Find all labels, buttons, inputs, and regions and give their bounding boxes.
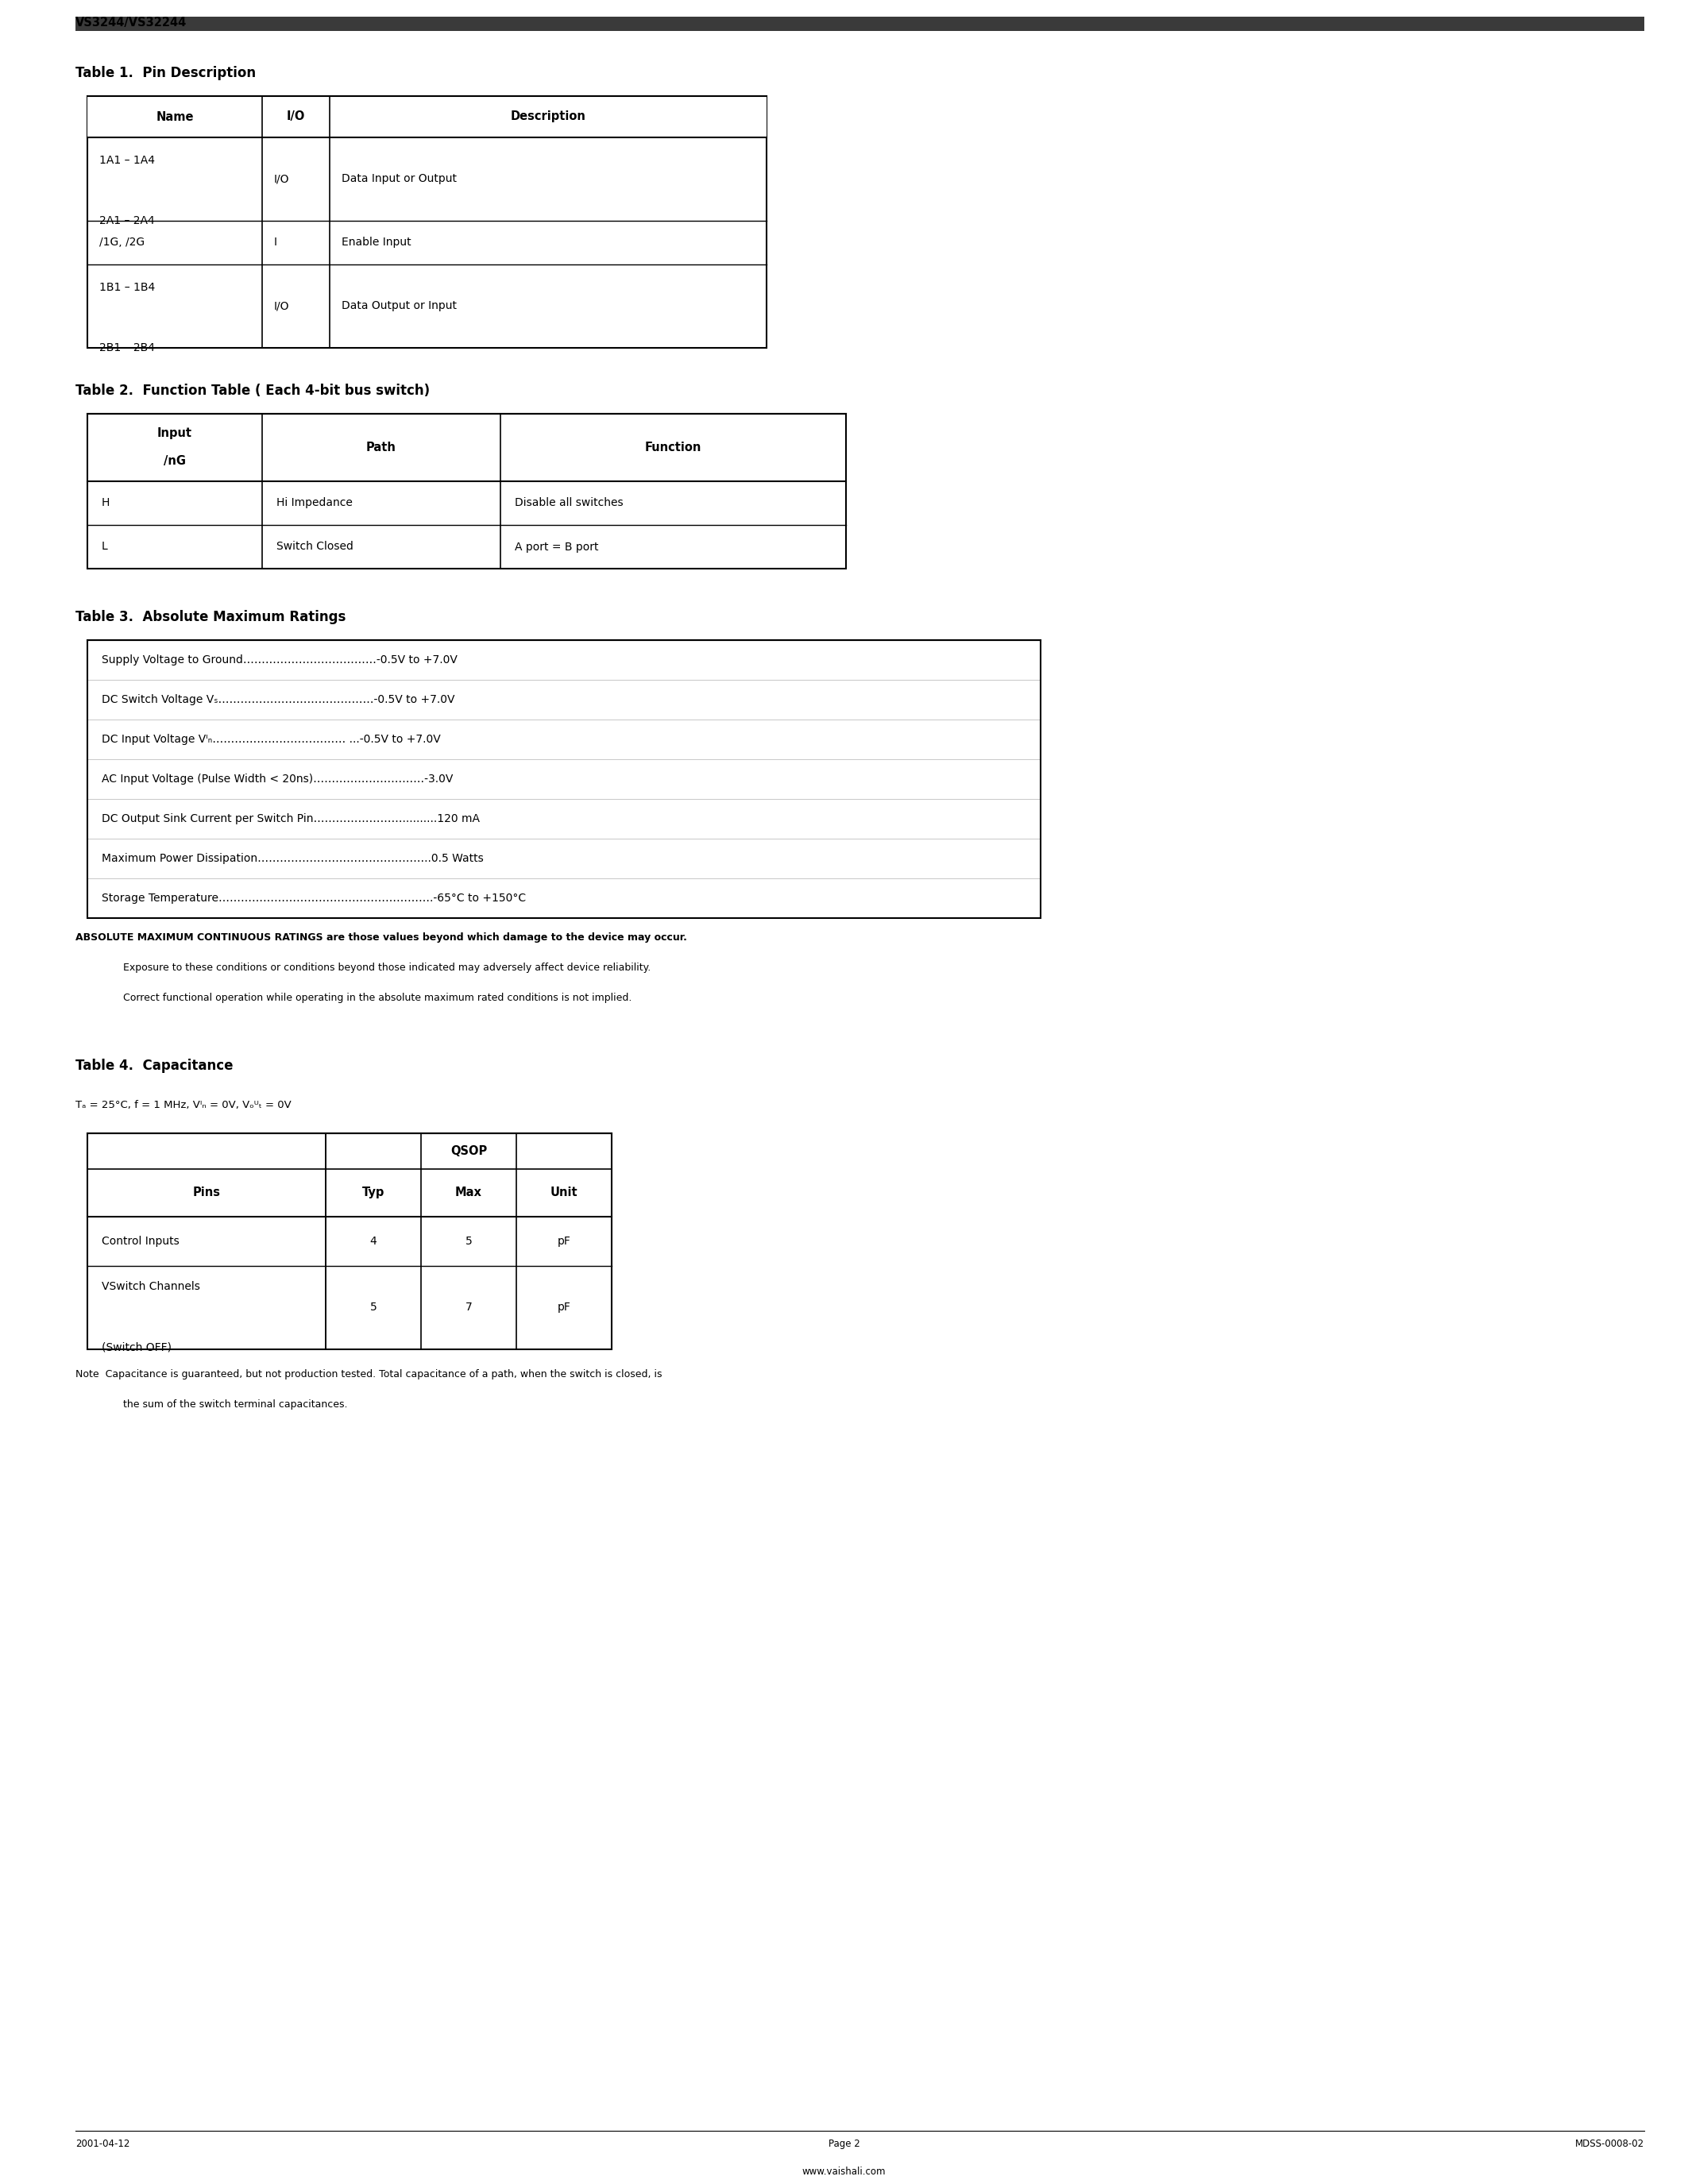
Text: Disable all switches: Disable all switches [515, 498, 623, 509]
Text: Supply Voltage to Ground………………………………-0.5V to +7.0V: Supply Voltage to Ground………………………………-0.5… [101, 655, 457, 666]
Text: 2001-04-12: 2001-04-12 [76, 2138, 130, 2149]
Text: Table 2.  Function Table ( Each 4-bit bus switch): Table 2. Function Table ( Each 4-bit bus… [76, 384, 430, 397]
Text: DC Switch Voltage Vₛ……………………………………-0.5V to +7.0V: DC Switch Voltage Vₛ……………………………………-0.5V … [101, 695, 454, 705]
Text: Note  Capacitance is guaranteed, but not production tested. Total capacitance of: Note Capacitance is guaranteed, but not … [76, 1369, 662, 1380]
Text: I/O: I/O [273, 173, 290, 186]
Text: 4: 4 [370, 1236, 376, 1247]
Text: Page 2: Page 2 [829, 2138, 859, 2149]
Text: Data Output or Input: Data Output or Input [341, 301, 457, 312]
Text: Function: Function [645, 441, 702, 454]
Text: Name: Name [155, 111, 194, 122]
Text: 7: 7 [466, 1302, 473, 1313]
Text: DC Output Sink Current per Switch Pin……………………..........120 mA: DC Output Sink Current per Switch Pin………… [101, 812, 479, 823]
Bar [76, 17, 1644, 31]
Text: I/O: I/O [287, 111, 306, 122]
Text: Table 3.  Absolute Maximum Ratings: Table 3. Absolute Maximum Ratings [76, 609, 346, 625]
Bar [88, 1133, 611, 1350]
Text: the sum of the switch terminal capacitances.: the sum of the switch terminal capacitan… [123, 1400, 348, 1409]
Text: Enable Input: Enable Input [341, 238, 412, 249]
Text: 2B1 – 2B4: 2B1 – 2B4 [100, 343, 155, 354]
Text: DC Input Voltage Vᴵₙ……………………………… ...-0.5V to +7.0V: DC Input Voltage Vᴵₙ……………………………… ...-0.5… [101, 734, 441, 745]
Text: Correct functional operation while operating in the absolute maximum rated condi: Correct functional operation while opera… [123, 994, 631, 1002]
Text: QSOP: QSOP [451, 1144, 488, 1158]
Text: (Switch OFF): (Switch OFF) [101, 1341, 172, 1352]
Text: Table 1.  Pin Description: Table 1. Pin Description [76, 66, 257, 81]
Text: 1B1 – 1B4: 1B1 – 1B4 [100, 282, 155, 293]
Text: 5: 5 [466, 1236, 473, 1247]
Text: MDSS-0008-02: MDSS-0008-02 [1575, 2138, 1644, 2149]
Text: A port = B port: A port = B port [515, 542, 599, 553]
Text: Path: Path [366, 441, 397, 454]
Text: Tₐ = 25°C, f = 1 MHz, Vᴵₙ = 0V, Vₒᵁₜ = 0V: Tₐ = 25°C, f = 1 MHz, Vᴵₙ = 0V, Vₒᵁₜ = 0… [76, 1101, 292, 1109]
Text: Table 4.  Capacitance: Table 4. Capacitance [76, 1059, 233, 1072]
Text: Storage Temperature………………………………………………….-65°C to +150°C: Storage Temperature………………………………………………….-… [101, 893, 527, 904]
Text: Data Input or Output: Data Input or Output [341, 173, 457, 186]
Text: 1A1 – 1A4: 1A1 – 1A4 [100, 155, 155, 166]
Text: 5: 5 [370, 1302, 376, 1313]
Text: 2A1 – 2A4: 2A1 – 2A4 [100, 216, 155, 227]
Text: H: H [101, 498, 110, 509]
Text: Input: Input [157, 428, 192, 439]
Text: Pins: Pins [192, 1186, 221, 1199]
Text: Description: Description [510, 111, 586, 122]
Text: Max: Max [456, 1186, 483, 1199]
Bar [88, 96, 766, 347]
Text: Exposure to these conditions or conditions beyond those indicated may adversely : Exposure to these conditions or conditio… [123, 963, 652, 972]
Text: Switch Closed: Switch Closed [277, 542, 353, 553]
Text: ABSOLUTE MAXIMUM CONTINUOUS RATINGS are those values beyond which damage to the : ABSOLUTE MAXIMUM CONTINUOUS RATINGS are … [76, 933, 687, 943]
Text: Hi Impedance: Hi Impedance [277, 498, 353, 509]
Text: /nG: /nG [164, 456, 186, 467]
Text: VSwitch Channels: VSwitch Channels [101, 1282, 201, 1293]
Bar [88, 413, 846, 568]
Text: I: I [273, 238, 277, 249]
Text: Typ: Typ [361, 1186, 385, 1199]
Text: AC Input Voltage (Pulse Width < 20ns)…………………………-3.0V: AC Input Voltage (Pulse Width < 20ns)………… [101, 773, 452, 784]
Text: pF: pF [557, 1236, 571, 1247]
Text: www.vaishali.com: www.vaishali.com [802, 2167, 886, 2177]
Text: VS3244/VS32244: VS3244/VS32244 [76, 17, 187, 28]
Bar [88, 96, 766, 138]
Text: I/O: I/O [273, 301, 290, 312]
Text: L: L [101, 542, 108, 553]
Bar [88, 640, 1040, 917]
Text: pF: pF [557, 1302, 571, 1313]
Text: Unit: Unit [550, 1186, 577, 1199]
Text: /1G, /2G: /1G, /2G [100, 238, 145, 249]
Text: Maximum Power Dissipation………………………………………..0.5 Watts: Maximum Power Dissipation………………………………………… [101, 854, 483, 865]
Text: Control Inputs: Control Inputs [101, 1236, 179, 1247]
